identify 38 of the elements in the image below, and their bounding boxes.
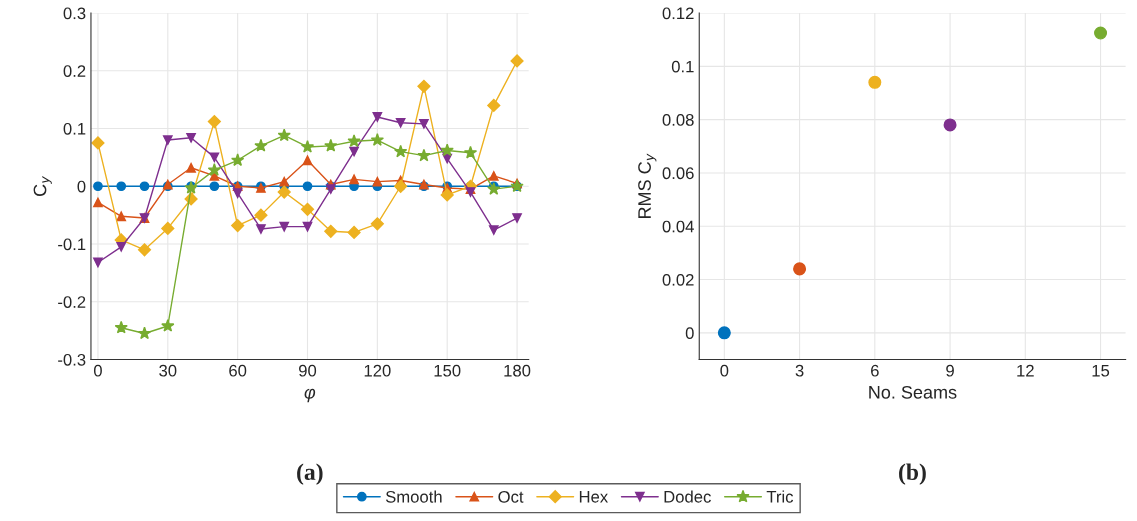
x-tick-label: 30 bbox=[159, 364, 177, 377]
x-axis-title: φ bbox=[304, 388, 316, 403]
y-tick-label: -0.3 bbox=[58, 353, 86, 366]
x-tick-label: 0 bbox=[720, 364, 729, 377]
y-tick-label: 0.08 bbox=[662, 114, 694, 126]
y-tick-label: 0.12 bbox=[662, 7, 694, 20]
y-tick-label: 0.02 bbox=[662, 273, 694, 286]
legend-label: Tric bbox=[766, 490, 794, 503]
y-tick-label: 0.06 bbox=[662, 167, 694, 180]
x-tick-label: 120 bbox=[364, 364, 391, 377]
x-tick-label: 6 bbox=[871, 364, 879, 377]
x-tick-label: 15 bbox=[1092, 364, 1110, 377]
legend-label: Dodec bbox=[664, 490, 711, 503]
x-tick-label: 150 bbox=[434, 364, 461, 377]
y-tick-label: 0.1 bbox=[671, 60, 694, 73]
legend-label: Oct bbox=[498, 490, 524, 503]
y-tick-label: -0.2 bbox=[58, 296, 86, 308]
x-tick-label: 60 bbox=[229, 364, 247, 377]
y-tick-label: -0.1 bbox=[58, 238, 86, 251]
x-tick-label: 0 bbox=[93, 364, 102, 377]
x-axis-title: No. Seams bbox=[869, 385, 957, 399]
x-tick-label: 180 bbox=[504, 364, 531, 377]
y-tick-label: 0 bbox=[685, 327, 694, 340]
legend-label: Hex bbox=[579, 491, 608, 503]
y-tick-label: 0.2 bbox=[63, 65, 86, 77]
y-axis-title: C$_{y}$ bbox=[33, 176, 52, 196]
y-tick-label: 0.3 bbox=[63, 7, 86, 20]
y-tick-label: 0 bbox=[77, 180, 86, 193]
y-tick-label: 0.1 bbox=[63, 122, 86, 135]
legend-label: Smooth bbox=[385, 490, 442, 503]
y-tick-label: 0.04 bbox=[662, 220, 694, 233]
text: (b) bbox=[899, 463, 926, 485]
x-tick-label: 9 bbox=[946, 364, 954, 377]
x-tick-label: 90 bbox=[299, 364, 317, 377]
y-axis-title: RMS C$_{y}$ bbox=[638, 153, 657, 218]
x-tick-label: 12 bbox=[1017, 364, 1034, 377]
text: (a) bbox=[297, 463, 323, 485]
x-tick-label: 3 bbox=[795, 364, 804, 377]
